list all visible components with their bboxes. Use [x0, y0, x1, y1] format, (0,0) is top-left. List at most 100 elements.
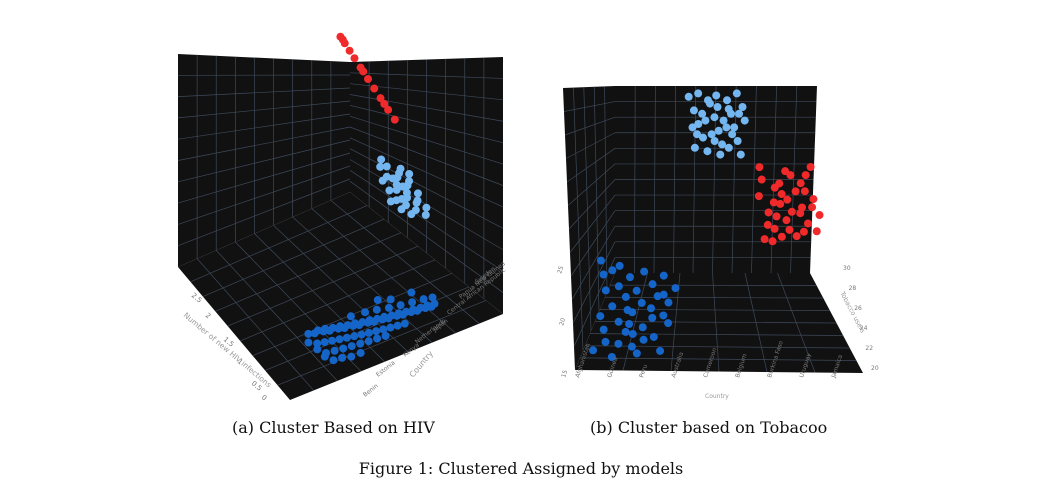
data-point-low	[637, 298, 646, 307]
data-point-low	[384, 303, 393, 312]
data-point-high	[769, 198, 778, 207]
data-point-low	[599, 325, 608, 334]
data-point-medium	[690, 143, 699, 152]
data-point-low	[342, 333, 351, 342]
data-point-medium	[719, 116, 728, 125]
data-point-low	[608, 266, 617, 275]
data-point-high	[359, 67, 368, 76]
data-point-low	[621, 292, 630, 301]
data-point-low	[304, 338, 313, 347]
data-point-medium	[718, 140, 727, 149]
floor-plane-gridline	[311, 208, 456, 334]
floor-plane-gridline	[744, 272, 768, 373]
back-wall-right-gridline	[349, 148, 504, 229]
data-point-low	[596, 312, 605, 321]
floor-plane-gridline	[196, 258, 314, 391]
data-point-low	[407, 288, 416, 297]
back-wall-left-gridline	[177, 113, 351, 140]
data-point-medium	[716, 150, 725, 159]
data-point-low	[356, 339, 365, 348]
data-point-low	[430, 299, 439, 308]
data-point-high	[808, 203, 817, 212]
floor-plane-gridline	[215, 250, 338, 382]
data-point-medium	[698, 109, 707, 118]
data-point-low	[627, 342, 636, 351]
back-wall-left-gridline	[563, 101, 616, 112]
back-wall-left-gridline	[571, 226, 616, 300]
data-point-low	[330, 346, 339, 355]
data-point-low	[621, 327, 630, 336]
data-point-low	[640, 267, 649, 276]
data-point-medium	[722, 123, 731, 132]
z-tick-label: 25	[556, 265, 565, 275]
data-point-low	[632, 349, 641, 358]
data-point-medium	[701, 116, 710, 125]
data-point-low	[656, 346, 665, 355]
data-point-high	[350, 54, 359, 63]
data-point-low	[653, 292, 662, 301]
floor-plane-gridline	[712, 272, 720, 372]
floor-plane-gridline	[777, 272, 816, 373]
data-point-low	[632, 286, 641, 295]
data-point-medium	[377, 155, 386, 164]
floor-plane-gridline	[227, 245, 419, 327]
data-point-low	[648, 280, 657, 289]
data-point-low	[648, 313, 657, 322]
data-point-low	[659, 271, 668, 280]
data-point-high	[764, 208, 773, 217]
data-point-medium	[694, 120, 703, 128]
data-point-medium	[689, 106, 698, 115]
data-point-low	[614, 339, 623, 348]
data-point-low	[335, 335, 344, 344]
data-point-low	[386, 323, 395, 332]
back-wall-left-gridline	[177, 152, 351, 204]
back-wall-right-gridline	[349, 170, 504, 272]
data-point-medium	[386, 197, 395, 206]
data-point-high	[755, 163, 764, 172]
data-point-medium	[728, 130, 737, 139]
data-point-low	[350, 332, 359, 341]
data-point-low	[614, 282, 623, 291]
data-point-medium	[710, 113, 719, 122]
data-point-high	[370, 84, 379, 93]
data-point-low	[396, 301, 405, 310]
subcaption-a: (a) Cluster Based on HIV	[232, 418, 435, 437]
data-point-high	[782, 216, 791, 225]
floor-plane-gridline	[240, 259, 436, 342]
data-point-low	[381, 331, 390, 340]
data-point-medium	[688, 123, 697, 132]
data-point-high	[364, 75, 372, 83]
back-wall-right-gridline	[349, 94, 504, 122]
data-point-low	[372, 305, 381, 314]
data-point-low	[638, 323, 647, 332]
back-wall-left-gridline	[570, 210, 616, 277]
data-point-medium	[713, 103, 722, 111]
data-point-high	[806, 163, 815, 172]
back-wall-left-gridline	[177, 100, 351, 119]
data-point-high	[786, 171, 795, 180]
data-point-high	[809, 195, 818, 204]
data-point-low	[372, 327, 381, 336]
data-point-medium	[413, 189, 422, 198]
data-point-high	[796, 179, 805, 188]
data-point-low	[601, 286, 610, 295]
data-point-low	[607, 352, 616, 361]
data-point-low	[659, 311, 668, 320]
data-point-medium	[736, 150, 745, 159]
y-tick-label: 0	[260, 393, 269, 402]
data-point-medium	[405, 177, 414, 186]
data-point-low	[373, 334, 382, 343]
chart-tobacco-3d: Afghanistan Guinea Peru Australia Cameroon Be…	[556, 85, 879, 400]
floor-plane-gridline	[330, 200, 480, 324]
back-wall-left-gridline	[177, 139, 351, 183]
data-point-high	[768, 237, 777, 246]
back-wall-left-gridline	[177, 178, 351, 247]
back-wall-left-gridline	[569, 194, 616, 253]
floor-plane-gridline	[622, 272, 648, 371]
floor-plane-gridline	[292, 216, 433, 343]
data-point-low	[356, 348, 365, 357]
data-point-low	[373, 296, 382, 305]
data-point-low	[304, 329, 313, 338]
data-point-medium	[707, 130, 716, 139]
data-point-high	[787, 207, 796, 216]
